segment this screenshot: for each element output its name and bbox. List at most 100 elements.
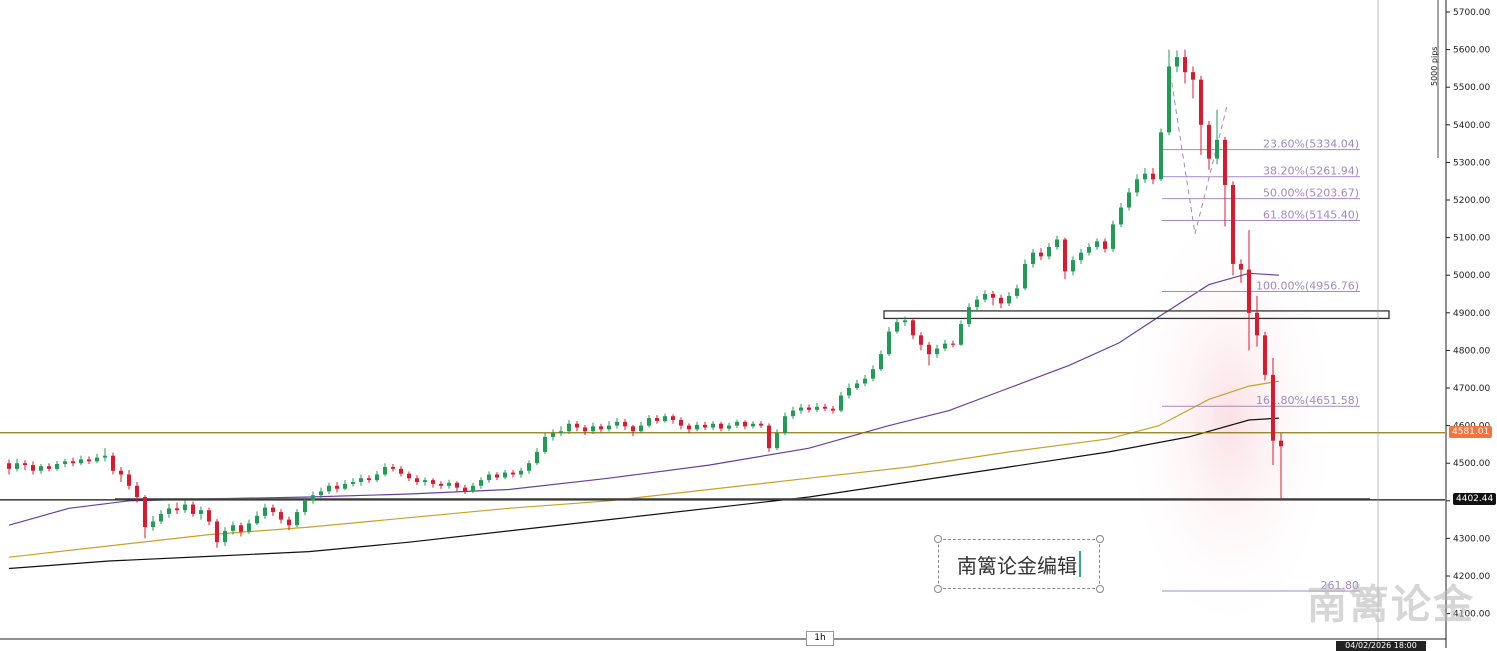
candle [1167, 49, 1171, 136]
candle [823, 403, 827, 412]
candle-body [191, 504, 195, 514]
candle-body [415, 478, 419, 482]
resistance-zone[interactable] [883, 310, 1390, 320]
candle-body [447, 482, 451, 486]
horizontal-lines[interactable] [0, 310, 1445, 501]
candle [1215, 109, 1219, 165]
candle-body [7, 463, 11, 469]
candle [583, 424, 587, 435]
candle-body [95, 457, 99, 462]
candle-body [991, 294, 995, 298]
candle-body [423, 480, 427, 482]
candle-body [159, 513, 163, 522]
candle [1007, 292, 1011, 307]
candle-body [1183, 57, 1187, 73]
candle-body [1047, 247, 1051, 257]
candle-body [751, 423, 755, 427]
y-tick-label: 5300.00 [1453, 158, 1490, 168]
candle [631, 424, 635, 437]
candle [831, 406, 835, 414]
resize-handle-tl[interactable] [934, 535, 942, 543]
candle-body [119, 470, 123, 475]
candle [7, 459, 11, 475]
candle [1087, 243, 1091, 256]
candle [919, 332, 923, 351]
candle-body [687, 425, 691, 430]
candle-body [767, 425, 771, 449]
candle-body [855, 383, 859, 388]
candle-body [343, 483, 347, 489]
candle-body [71, 461, 75, 464]
candle [231, 521, 235, 535]
candle-body [695, 424, 699, 430]
candle [423, 477, 427, 486]
candle [391, 463, 395, 472]
candle-body [1031, 252, 1035, 264]
fib-level-label: 100.00%(4956.76) [1256, 279, 1359, 292]
candle [647, 415, 651, 428]
candle-body [1263, 335, 1267, 375]
candle [1151, 168, 1155, 185]
candle [1071, 256, 1075, 276]
candle-body [311, 495, 315, 501]
candle-body [671, 416, 675, 420]
candle [359, 474, 363, 486]
support-price-badge: 4402.44 [1453, 493, 1497, 505]
candle-body [335, 485, 339, 489]
resize-handle-br[interactable] [1096, 585, 1104, 593]
candle-body [607, 425, 611, 430]
candle [1143, 168, 1147, 184]
candle [1095, 238, 1099, 250]
candle-body [1103, 241, 1107, 249]
candle-body [1215, 139, 1219, 159]
y-tick-label: 5600.00 [1453, 46, 1490, 56]
candle-body [951, 343, 955, 345]
timeframe-button[interactable]: 1h [806, 631, 834, 646]
candle [175, 502, 179, 514]
candle-body [679, 419, 683, 426]
candle [79, 455, 83, 466]
candle-body [791, 410, 795, 417]
candle-body [327, 485, 331, 492]
candle-body [1135, 179, 1139, 193]
candle [1191, 66, 1195, 99]
candle [911, 318, 915, 340]
candle-body [1247, 269, 1251, 313]
fibonacci-levels[interactable]: 23.60%(5334.04) 38.20%(5261.94) 50.00%(520… [1162, 64, 1360, 592]
candle-body [1191, 72, 1195, 80]
candle-body [887, 331, 891, 355]
candle-body [135, 485, 139, 498]
candle-body [439, 483, 443, 486]
candle [935, 344, 939, 358]
candle-body [407, 473, 411, 479]
candle-body [895, 322, 899, 332]
candle [575, 421, 579, 432]
candle [807, 404, 811, 413]
candle [663, 413, 667, 423]
candle-body [583, 427, 587, 432]
resize-handle-tr[interactable] [1096, 535, 1104, 543]
candle [687, 423, 691, 434]
candle [31, 461, 35, 475]
candle-body [359, 478, 363, 482]
candle [127, 469, 131, 490]
candle-body [79, 459, 83, 464]
candle-body [231, 525, 235, 531]
candle [711, 421, 715, 431]
candle-body [799, 407, 803, 411]
resize-handle-bl[interactable] [934, 585, 942, 593]
fib-swing-line[interactable] [1168, 64, 1228, 234]
note-textbox[interactable]: 南篱论金编辑 [938, 539, 1100, 589]
candle [1119, 203, 1123, 228]
candle [95, 453, 99, 464]
candle [167, 503, 171, 518]
candle-body [87, 459, 91, 462]
candle-body [151, 521, 155, 528]
candle-body [847, 388, 851, 396]
candle-body [31, 465, 35, 471]
candle [1079, 248, 1083, 264]
candle-body [63, 461, 67, 464]
